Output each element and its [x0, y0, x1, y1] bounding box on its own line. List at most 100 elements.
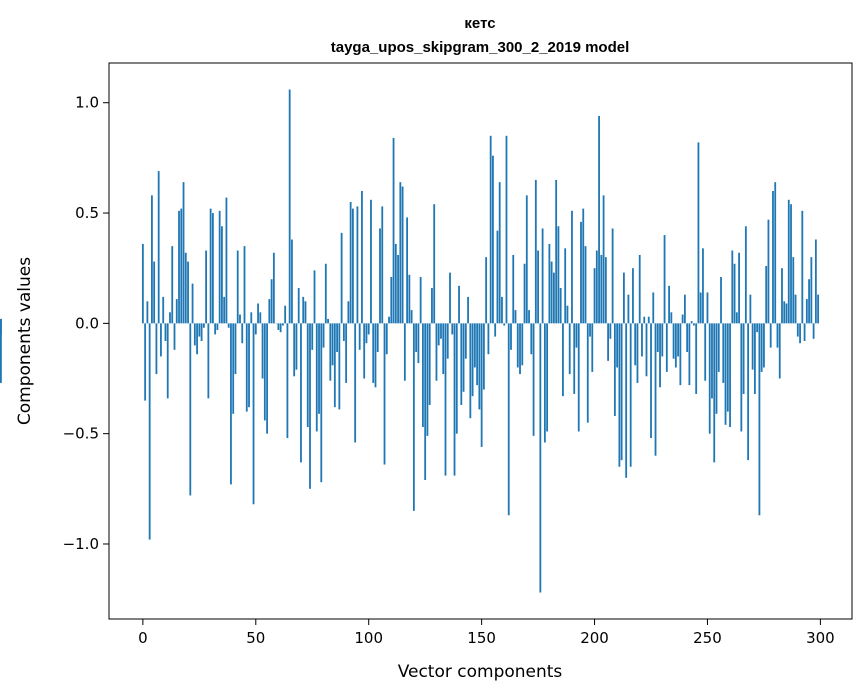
bar-128	[431, 288, 433, 324]
bar-143	[464, 323, 467, 359]
bar-245	[695, 323, 698, 394]
bar-7	[157, 171, 160, 324]
bar-222	[643, 316, 646, 324]
bar-35	[221, 226, 223, 324]
bar-218	[634, 323, 637, 366]
bar-208	[611, 228, 614, 324]
bar-203	[600, 254, 603, 324]
bar-221	[641, 323, 643, 357]
bar-239	[681, 314, 684, 324]
bar-257	[722, 323, 725, 383]
bar-182	[552, 272, 555, 324]
bar-166	[516, 323, 519, 368]
bar-142	[462, 323, 465, 392]
bar-171	[528, 310, 530, 324]
bar-73	[306, 323, 309, 428]
bar-289	[794, 294, 797, 324]
bar-294	[805, 299, 808, 324]
bar-137	[451, 323, 454, 335]
bar-181	[550, 261, 553, 324]
bar-155	[492, 155, 494, 324]
bar-219	[636, 323, 639, 383]
bar-233	[668, 285, 670, 324]
y-axis-label: Components values	[15, 257, 35, 425]
bar-108	[385, 323, 388, 355]
bar-9	[162, 296, 165, 324]
bar-152	[485, 257, 488, 324]
bar-4	[151, 195, 153, 324]
bar-114	[399, 182, 402, 324]
bar-95	[356, 206, 359, 324]
bar-26	[200, 323, 203, 341]
bar-299	[817, 294, 820, 324]
bar-125	[424, 323, 427, 480]
bar-269	[749, 294, 752, 324]
bar-258	[724, 323, 727, 425]
bar-85	[333, 323, 336, 408]
bar-223	[645, 323, 648, 377]
bar-144	[467, 296, 469, 324]
bar-93	[351, 208, 354, 324]
bar-2	[146, 301, 149, 324]
bar-34	[218, 210, 221, 324]
bar-1	[144, 323, 147, 401]
bar-65	[288, 89, 291, 324]
bar-178	[543, 323, 546, 443]
bar-44	[241, 323, 244, 344]
x-tick-label: 200	[580, 629, 609, 647]
bar-195	[582, 208, 585, 324]
bar-6	[155, 323, 158, 375]
bar-224	[647, 316, 650, 324]
bar-40	[232, 323, 235, 414]
bar-295	[808, 279, 810, 324]
bar-69	[297, 288, 300, 324]
bar-112	[394, 243, 397, 324]
bar-185	[559, 288, 562, 324]
bar-172	[530, 323, 533, 355]
bar-115	[401, 186, 404, 324]
bar-284	[783, 301, 786, 324]
bar-243	[690, 321, 693, 324]
bar-285	[785, 303, 788, 324]
bar-106	[381, 206, 384, 324]
bar-38	[227, 323, 230, 328]
bar-48	[250, 312, 253, 324]
bar-190	[571, 210, 573, 324]
y-tick-label: 1.0	[75, 94, 99, 112]
bar-70	[300, 323, 302, 463]
bar-264	[738, 252, 740, 324]
bar-122	[417, 323, 420, 364]
bar-54	[263, 323, 266, 421]
bar-160	[503, 323, 506, 326]
bar-170	[525, 195, 528, 324]
bar-8	[160, 323, 162, 357]
bar-55	[266, 323, 268, 434]
bar-287	[790, 204, 792, 324]
bar-30	[209, 208, 212, 324]
bar-74	[309, 323, 311, 489]
bar-81	[324, 263, 327, 324]
bar-159	[501, 296, 503, 324]
bar-12	[169, 312, 171, 324]
bar-135	[446, 323, 449, 359]
bar-52	[259, 312, 262, 324]
bar-117	[406, 217, 409, 324]
y-tick-label: 0.5	[75, 204, 99, 222]
bar-32	[214, 323, 217, 335]
plot-frame	[108, 62, 853, 620]
bar-undefined	[0, 323, 2, 383]
bar-179	[546, 323, 549, 432]
bar-134	[444, 323, 447, 476]
bar-266	[742, 323, 745, 394]
bar-107	[383, 323, 386, 465]
bar-232	[665, 323, 668, 372]
bar-136	[449, 272, 451, 324]
bar-147	[473, 323, 476, 368]
bar-23	[193, 323, 196, 346]
bar-43	[239, 314, 241, 324]
bar-280	[774, 182, 777, 324]
bar-262	[733, 263, 736, 324]
bar-42	[236, 250, 239, 324]
bar-132	[440, 323, 442, 339]
bar-83	[329, 323, 332, 381]
